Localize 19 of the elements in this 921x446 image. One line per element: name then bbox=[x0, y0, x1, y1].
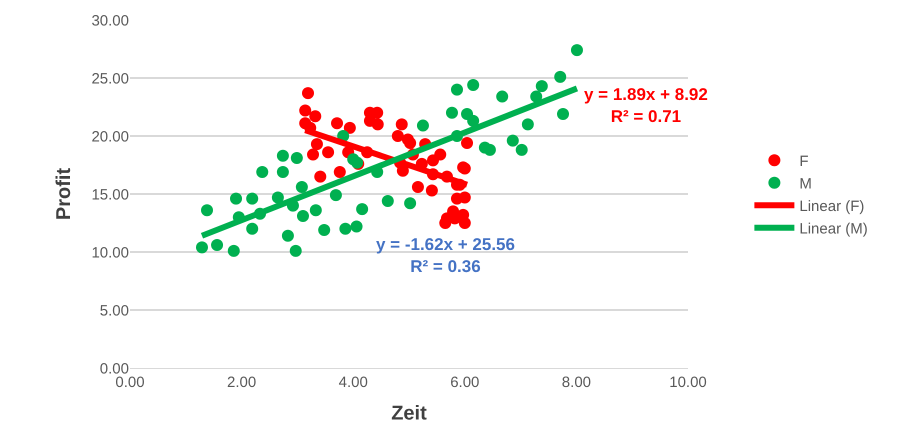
x-axis-title: Zeit bbox=[391, 402, 428, 424]
legend-label: Linear (F) bbox=[799, 198, 864, 216]
x-tick-label: 6.00 bbox=[450, 374, 480, 391]
legend-label: M bbox=[799, 176, 812, 193]
y-tick-label: 5.00 bbox=[100, 302, 129, 320]
y-axis-title: Profit bbox=[52, 168, 75, 220]
legend-label: F bbox=[799, 153, 809, 170]
y-tick-label: 30.00 bbox=[91, 12, 129, 30]
legend-label: Linear (M) bbox=[799, 220, 868, 238]
y-tick-label: 20.00 bbox=[91, 128, 129, 146]
annotation: y = 1.89x + 8.92 R² = 0.71 bbox=[584, 85, 708, 126]
x-tick-label: 10.00 bbox=[669, 374, 707, 391]
y-tick-label: 10.00 bbox=[91, 244, 129, 262]
x-tick-label: 2.00 bbox=[227, 374, 256, 391]
y-tick-label: 25.00 bbox=[91, 70, 129, 88]
y-tick-label: 15.00 bbox=[91, 186, 129, 204]
x-tick-label: 4.00 bbox=[338, 374, 368, 391]
x-tick-label: 8.00 bbox=[562, 374, 591, 391]
annotation: y = -1.62x + 25.56 R² = 0.36 bbox=[376, 235, 515, 276]
